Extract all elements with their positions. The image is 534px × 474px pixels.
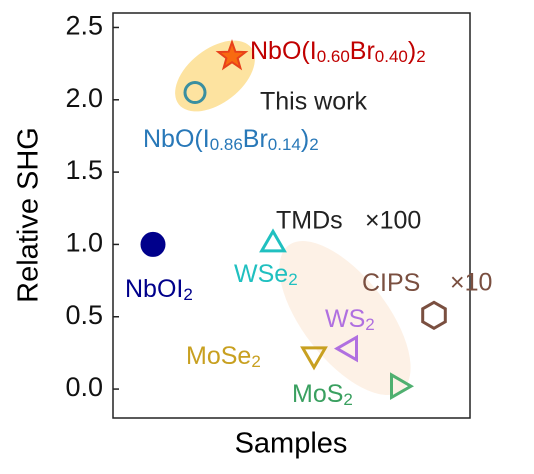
label-subscript: 0.86 — [210, 135, 243, 154]
point-label: NbO(I0.86Br0.14)2 — [143, 125, 319, 154]
label-text: NbO(I — [143, 125, 210, 153]
label-text: NbO(I — [250, 37, 317, 65]
plot-frame — [112, 12, 471, 419]
y-tick-label: 1.0 — [65, 228, 103, 258]
label-subscript: 2 — [288, 270, 297, 289]
point — [421, 300, 447, 331]
annotation: This work — [260, 88, 367, 116]
annotation: ×100 — [365, 207, 421, 235]
point-label: CIPS — [362, 269, 420, 297]
point-label: WS2 — [325, 305, 375, 334]
x-axis-title: Samples — [235, 428, 348, 460]
point — [215, 39, 249, 71]
annotation: ×10 — [450, 269, 492, 297]
label-subscript: 2 — [365, 315, 374, 334]
point-label: MoS2 — [292, 380, 353, 409]
label-subscript: 0.14 — [268, 135, 301, 154]
point — [183, 81, 207, 105]
point-label: WSe2 — [234, 260, 298, 289]
point-label: NbOI2 — [125, 275, 193, 304]
label-text: Br — [350, 37, 375, 65]
label-text: MoS — [292, 380, 343, 408]
y-tick-label: 2.0 — [65, 83, 103, 113]
y-axis-title: Relative SHG — [13, 127, 45, 303]
annotation: TMDs — [276, 207, 343, 235]
label-text: WSe — [234, 260, 288, 288]
point-label: MoSe2 — [186, 342, 261, 371]
label-subscript: 2 — [183, 285, 192, 304]
label-text: MoSe — [186, 342, 251, 370]
y-tick-label: 0.5 — [65, 300, 103, 330]
label-text: WS — [325, 305, 365, 333]
highlight-tmds — [279, 241, 411, 395]
y-tick-label: 0.0 — [65, 372, 103, 402]
point — [390, 372, 415, 400]
label-subscript: 2 — [416, 47, 425, 66]
label-subscript: 2 — [309, 135, 318, 154]
point — [259, 228, 287, 253]
label-subscript: 0.60 — [317, 47, 350, 66]
point — [333, 334, 358, 363]
point — [140, 231, 166, 257]
label-subscript: 2 — [343, 390, 352, 409]
point-label: NbO(I0.60Br0.40)2 — [250, 37, 426, 66]
y-tick-label: 2.5 — [65, 11, 103, 41]
label-text: CIPS — [362, 269, 420, 297]
point — [300, 346, 328, 371]
label-text: ) — [408, 37, 416, 65]
label-subscript: 2 — [251, 352, 260, 371]
label-text: ) — [301, 125, 309, 153]
label-text: NbOI — [125, 275, 183, 303]
label-subscript: 0.40 — [375, 47, 408, 66]
y-tick-label: 1.5 — [65, 155, 103, 185]
label-text: Br — [243, 125, 268, 153]
